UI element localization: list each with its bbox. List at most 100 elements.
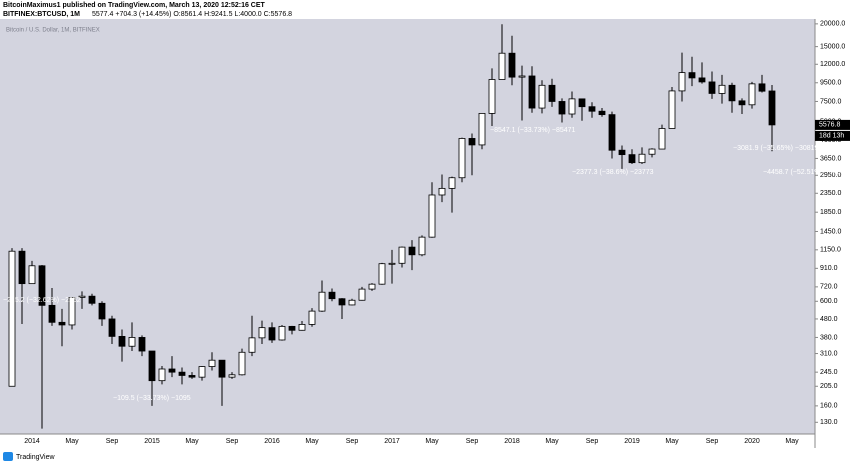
candle-body xyxy=(658,128,666,150)
x-tick-label: May xyxy=(425,438,439,445)
countdown: 18d 13h xyxy=(819,133,844,140)
annotation: −109.5 (−33.73%) −1095 xyxy=(113,395,191,402)
x-tick-label: Sep xyxy=(586,438,599,445)
candle-body xyxy=(158,368,166,382)
candle-body xyxy=(348,299,356,306)
quote: 5577.4 +704.3 (+14.45%) O:8561.4 H:9241.… xyxy=(92,11,292,18)
candle-body xyxy=(498,52,506,80)
y-tick-label: 1850.0 xyxy=(820,209,842,216)
candle-body xyxy=(18,250,26,285)
x-tick-label: May xyxy=(65,438,79,445)
candle-body xyxy=(138,337,146,352)
y-tick-label: 2950.0 xyxy=(820,172,842,179)
candle-body xyxy=(148,350,156,382)
x-tick-label: Sep xyxy=(226,438,239,445)
candle-body xyxy=(428,194,436,238)
candle-body xyxy=(258,327,266,339)
candle-body xyxy=(758,83,766,92)
candle-body xyxy=(558,101,566,115)
y-tick-label: 7500.0 xyxy=(820,98,842,105)
candle-body xyxy=(458,138,466,179)
candle-body xyxy=(538,84,546,109)
x-tick-label: Sep xyxy=(706,438,719,445)
candle-body xyxy=(488,79,496,114)
candle-body xyxy=(718,84,726,94)
y-tick-label: 480.0 xyxy=(820,316,838,323)
y-tick-label: 9500.0 xyxy=(820,80,842,87)
candle-body xyxy=(548,84,556,102)
candle-body xyxy=(638,153,646,164)
x-tick-label: 2014 xyxy=(24,438,40,445)
y-tick-label: 310.0 xyxy=(820,350,838,357)
candle-body xyxy=(108,318,116,337)
candle-body xyxy=(668,90,676,129)
x-tick-label: May xyxy=(305,438,319,445)
y-tick-label: 160.0 xyxy=(820,403,838,410)
y-tick-label: 12000.0 xyxy=(820,61,845,68)
candle-body xyxy=(578,98,586,108)
candle-body xyxy=(408,246,416,256)
x-tick-label: Sep xyxy=(346,438,359,445)
candle-body xyxy=(358,288,366,301)
candle-body xyxy=(438,187,446,196)
candle-body xyxy=(688,72,696,79)
candle-body xyxy=(448,177,456,189)
candle-body xyxy=(198,366,206,378)
candle-body xyxy=(648,148,656,155)
candle-body xyxy=(38,265,46,306)
brand: TradingView xyxy=(16,454,55,461)
candle-body xyxy=(248,337,256,353)
x-tick-label: Sep xyxy=(106,438,119,445)
y-tick-label: 1450.0 xyxy=(820,228,842,235)
watermark: Bitcoin / U.S. Dollar, 1M, BITFINEX xyxy=(6,28,100,34)
candle-body xyxy=(628,154,636,164)
candle-body xyxy=(508,52,516,78)
candle-body xyxy=(378,263,386,285)
y-tick-label: 1150.0 xyxy=(820,247,841,254)
price-tag-label: 5576.8 xyxy=(819,122,841,129)
y-tick-label: 3650.0 xyxy=(820,155,842,162)
candle-body xyxy=(518,75,526,78)
candle-body xyxy=(308,310,316,325)
candle-body xyxy=(478,112,486,146)
candle-body xyxy=(768,90,776,126)
candle-body xyxy=(98,302,106,320)
candle-body xyxy=(328,291,336,300)
plot-area xyxy=(0,19,815,434)
countdown-tag xyxy=(815,130,850,141)
y-tick-label: 130.0 xyxy=(820,419,838,426)
candle-body xyxy=(178,371,186,376)
candle-body xyxy=(618,149,626,156)
candle-body xyxy=(698,77,706,83)
symbol: BITFINEX:BTCUSD, 1M xyxy=(3,11,80,18)
candle-body xyxy=(78,295,86,298)
candle-body xyxy=(88,295,96,304)
x-tick-label: 2017 xyxy=(384,438,400,445)
annotation: −8547.1 (−33.73%) −85471 xyxy=(490,127,576,134)
y-tick-label: 910.0 xyxy=(820,265,838,272)
candle-body xyxy=(168,368,176,373)
y-tick-label: 600.0 xyxy=(820,298,838,305)
candle-body xyxy=(388,262,396,265)
candle-body xyxy=(368,283,376,290)
candle-body xyxy=(588,106,596,112)
x-tick-label: May xyxy=(665,438,679,445)
candle-body xyxy=(118,335,126,347)
candle-body xyxy=(708,81,716,94)
annotation: −225.2 (−32.62%) −2252 xyxy=(3,297,81,304)
x-tick-label: 2019 xyxy=(624,438,640,445)
candle-body xyxy=(398,246,406,264)
x-tick-label: May xyxy=(545,438,559,445)
annotation: −4458.7 (−52.51%) −44587 xyxy=(763,169,849,176)
candle-body xyxy=(468,138,476,146)
candle-body xyxy=(188,375,196,378)
y-tick-label: 245.0 xyxy=(820,369,838,376)
candle-body xyxy=(418,236,426,256)
x-tick-label: 2020 xyxy=(744,438,760,445)
candle-body xyxy=(338,298,346,306)
price-tag xyxy=(815,119,850,130)
candle-body xyxy=(298,324,306,331)
y-tick-label: 20000.0 xyxy=(820,21,845,28)
